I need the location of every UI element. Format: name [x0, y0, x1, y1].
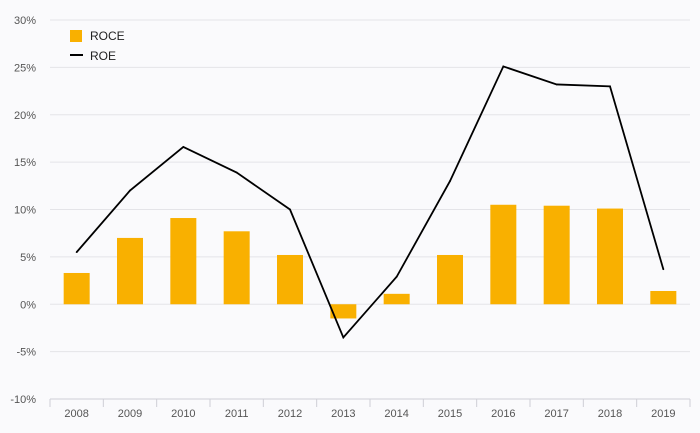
y-tick-label: 20% [14, 110, 36, 122]
roce-bar [597, 208, 623, 305]
y-tick-label: -5% [16, 347, 36, 359]
roce-bars [63, 204, 677, 319]
y-axis: -10% -5% 0% 5% 10% 15% 20% 25% 30% [10, 15, 36, 406]
x-axis: 2008 2009 2010 2011 2012 2013 2014 2015 2016 2017… [49, 398, 691, 420]
roe-point [342, 336, 345, 339]
roe-point [449, 180, 451, 182]
y-tick-label: 5% [20, 252, 36, 264]
roe-point [609, 85, 611, 88]
x-tick-label: 2017 [544, 408, 568, 420]
roce-bar [170, 218, 197, 305]
x-tick-label: 2011 [225, 408, 249, 420]
x-tick-label: 2015 [438, 408, 462, 420]
roce-bar [437, 254, 463, 305]
x-tick-label: 2012 [278, 408, 302, 420]
roce-bar [117, 237, 143, 305]
x-tick-label: 2009 [118, 408, 142, 420]
legend-roce-swatch [70, 30, 82, 42]
x-tick-label: 2018 [598, 408, 622, 420]
roe-line-group [75, 65, 665, 340]
roce-bar [223, 231, 250, 305]
roce-bar [543, 205, 570, 305]
x-tick-label: 2016 [491, 408, 515, 420]
roe-point [289, 208, 291, 211]
roe-point [662, 268, 665, 271]
roe-point [182, 146, 185, 148]
y-tick-label: -10% [10, 394, 36, 406]
legend-roe-label: ROE [90, 49, 116, 63]
roce-bar [383, 293, 410, 305]
roe-point [235, 171, 238, 174]
x-tick-label: 2019 [651, 408, 675, 420]
x-tick-label: 2013 [331, 408, 355, 420]
roe-point [395, 275, 398, 278]
x-tick-label: 2010 [171, 408, 195, 420]
y-tick-label: 25% [14, 62, 36, 74]
y-tick-label: 15% [14, 157, 36, 169]
y-tick-label: 30% [14, 15, 36, 27]
legend: ROCE ROE [70, 29, 125, 63]
y-tick-label: 10% [14, 205, 36, 217]
y-tick-label: 0% [20, 299, 36, 311]
gridlines [50, 19, 690, 400]
roe-point [129, 189, 131, 192]
x-tick-label: 2008 [64, 408, 88, 420]
roe-point [502, 65, 505, 68]
roce-bar [277, 254, 303, 305]
roe-line [75, 65, 665, 340]
roce-bar [330, 304, 357, 319]
roe-point [555, 83, 558, 86]
legend-roce-label: ROCE [90, 29, 125, 43]
x-tick-label: 2014 [384, 408, 408, 420]
roce-bar [490, 204, 517, 305]
roce-bar [650, 290, 677, 305]
roce-bar [63, 272, 90, 305]
roe-point [75, 251, 78, 254]
